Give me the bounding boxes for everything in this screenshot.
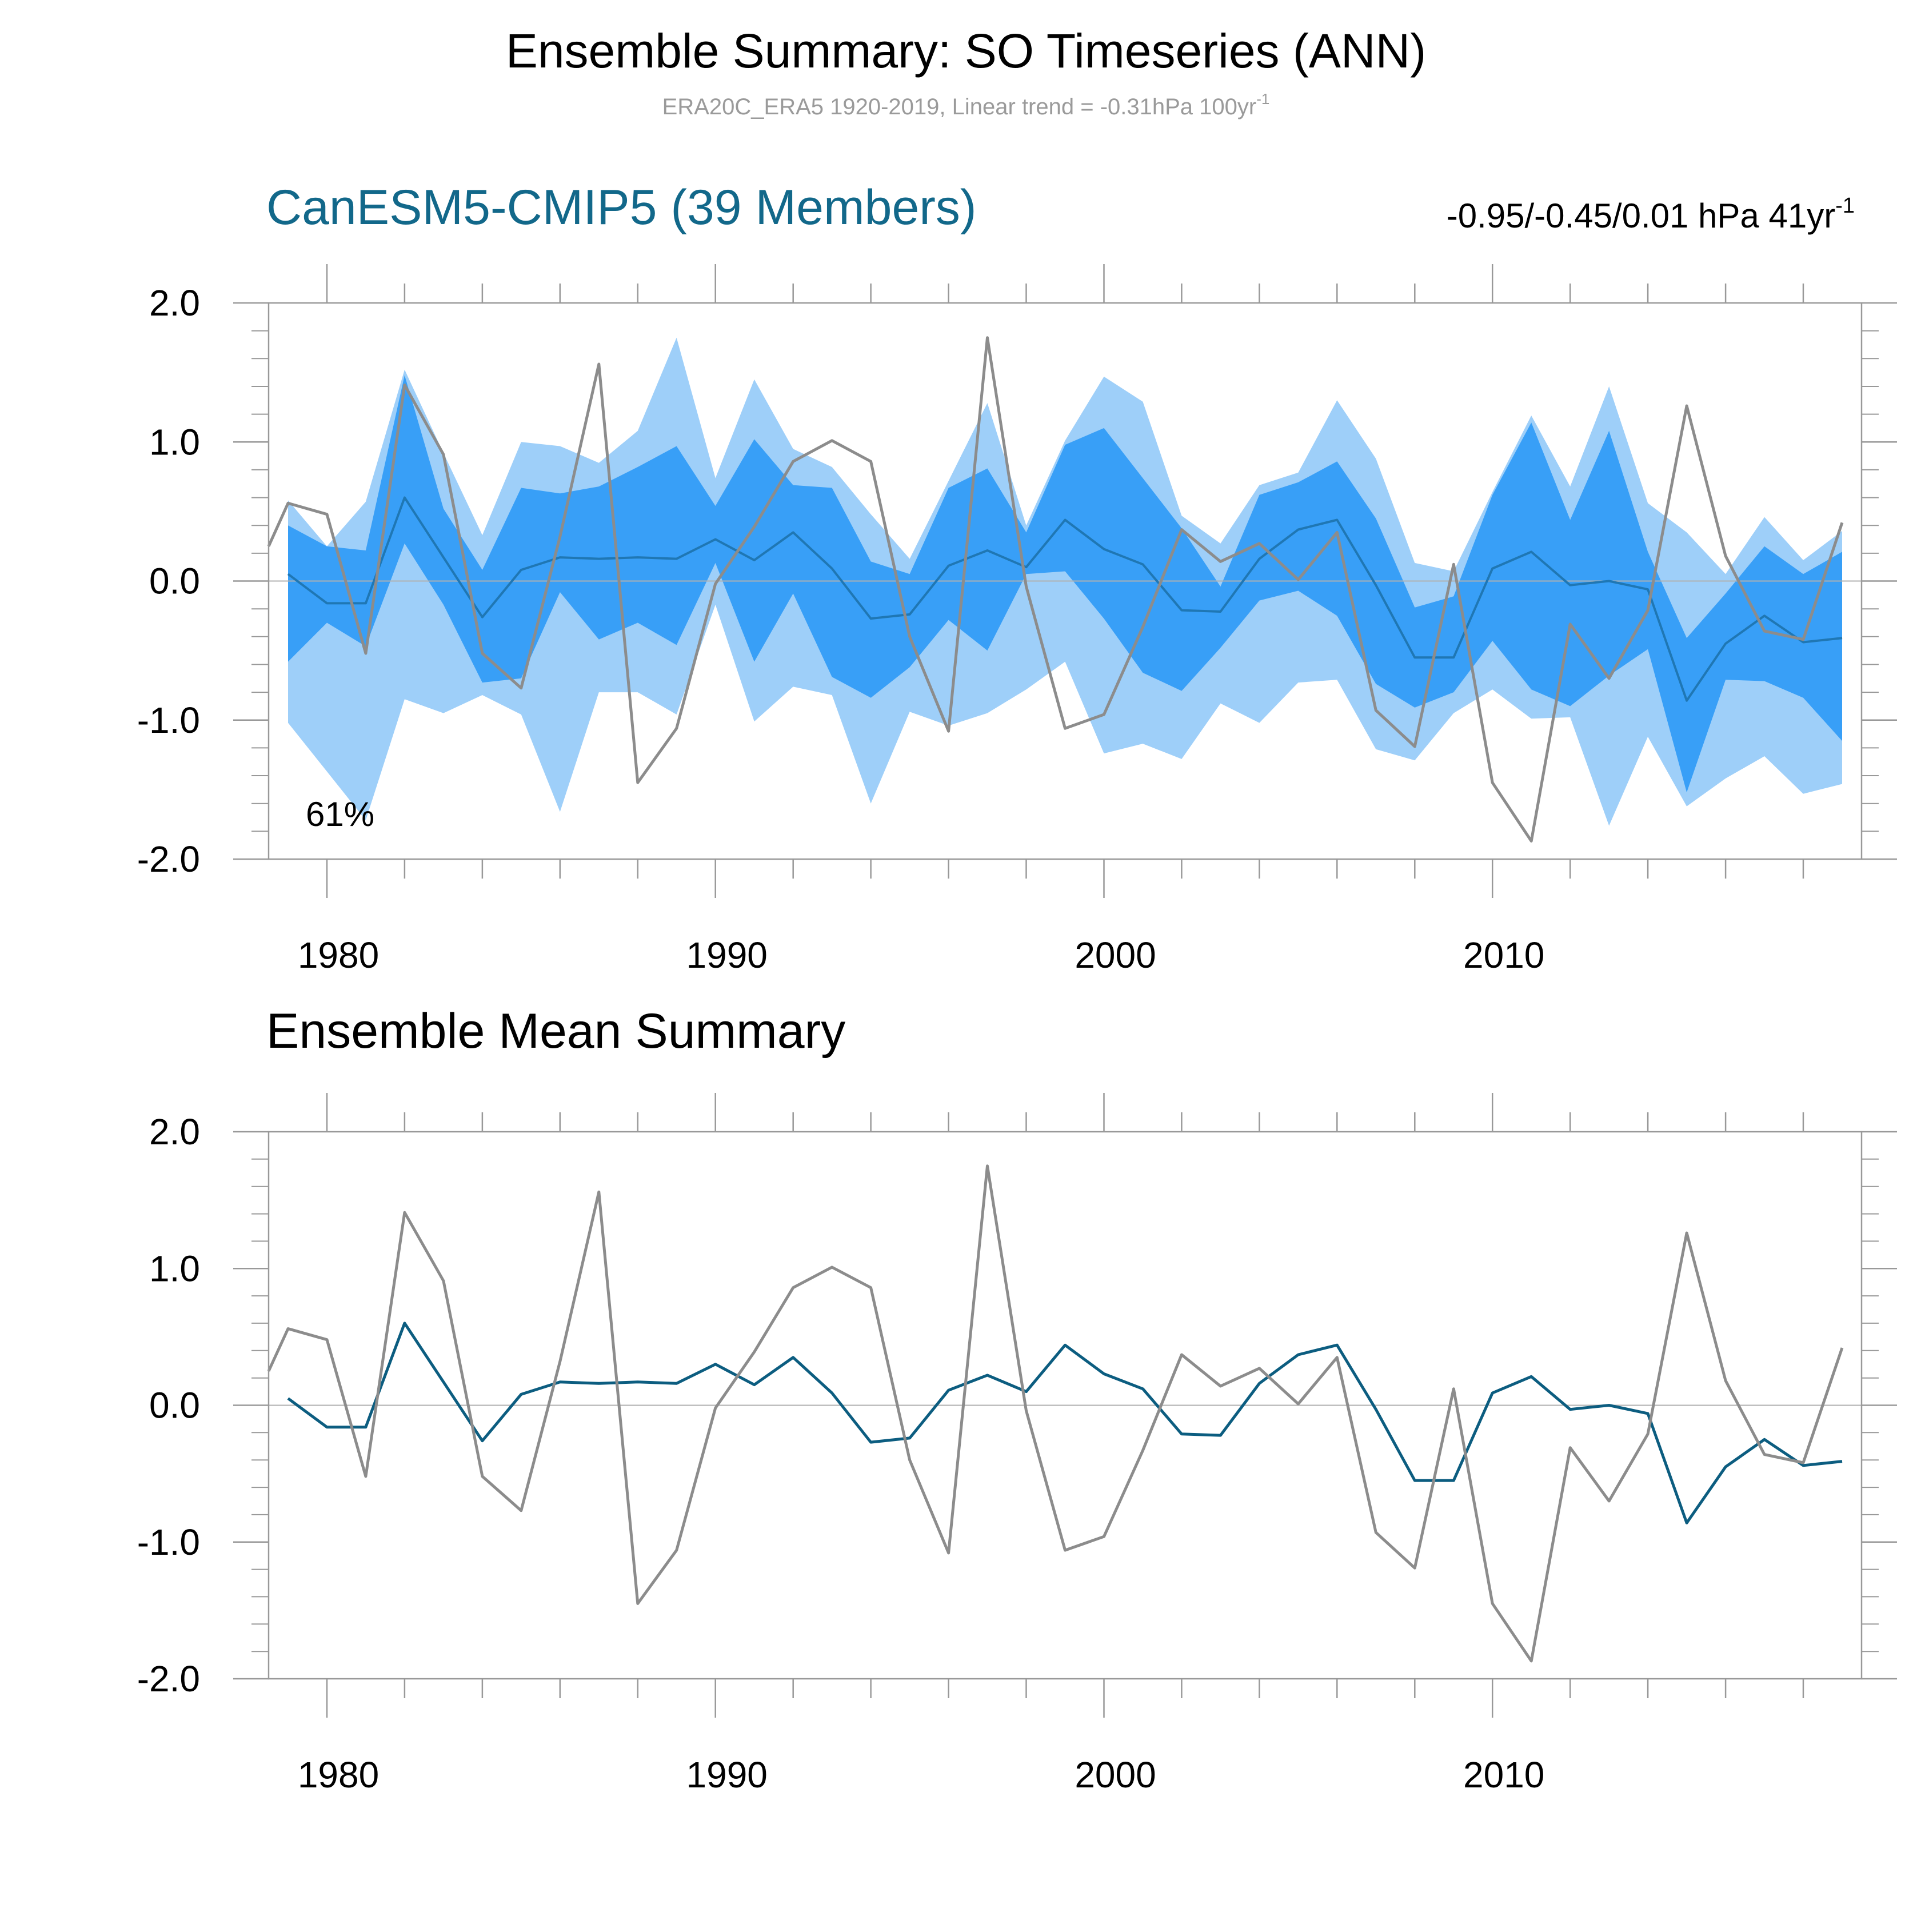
top-x-tick-label: 2000 [1075,935,1156,976]
bottom-y-tick-label: 0.0 [149,1385,200,1426]
bottom-panel-title: Ensemble Mean Summary [266,1004,845,1059]
bottom-ensemble-mean-line [287,1322,1843,1524]
figure-title: Ensemble Summary: SO Timeseries (ANN) [506,24,1426,78]
top-y-tick-label: 0.0 [149,561,200,602]
top-inner-band [288,375,1842,793]
bottom-panel: -2.0 -1.0 0.0 1.0 2.0 1980 1990 2000 2010 [137,1093,1897,1795]
top-observed-line [267,336,1844,843]
figure-subtitle: ERA20C_ERA5 1920-2019, Linear trend = -0… [662,90,1270,119]
top-x-tick-label: 1990 [686,935,768,976]
top-y-tick-label: 1.0 [149,421,200,462]
top-y-tick-label: 2.0 [149,282,200,324]
bottom-y-tick-label: 1.0 [149,1248,200,1289]
bottom-y-tick-label: -2.0 [137,1658,200,1699]
bottom-x-tick-label: 1990 [686,1754,768,1795]
top-y-tick-label: -1.0 [137,700,200,741]
top-percent-label: 61% [306,795,374,833]
bottom-x-tick-label: 2010 [1463,1754,1544,1795]
top-x-tick-label: 2010 [1463,935,1544,976]
top-y-tick-label: -2.0 [137,839,200,880]
top-panel: -2.0 -1.0 0.0 1.0 2.0 1980 1990 2000 2010 61% [137,264,1897,976]
figure-subtitle-sup: -1 [1256,90,1269,107]
bottom-x-tick-label: 1980 [298,1754,379,1795]
bottom-y-tick-label: -1.0 [137,1522,200,1563]
top-panel-title: CanESM5-CMIP5 (39 Members) [266,180,977,235]
top-ensemble-mean-line [287,496,1843,702]
top-panel-trend: -0.95/-0.45/0.01 hPa 41yr-1 [1447,194,1855,235]
figure-subtitle-main: ERA20C_ERA5 1920-2019, Linear trend = -0… [662,94,1257,119]
top-panel-trend-sup: -1 [1835,194,1855,218]
bottom-observed-line [267,1164,1844,1663]
top-panel-trend-main: -0.95/-0.45/0.01 hPa 41yr [1447,197,1835,235]
top-x-tick-label: 1980 [298,935,379,976]
bottom-y-tick-label: 2.0 [149,1111,200,1152]
bottom-x-tick-label: 2000 [1075,1754,1156,1795]
